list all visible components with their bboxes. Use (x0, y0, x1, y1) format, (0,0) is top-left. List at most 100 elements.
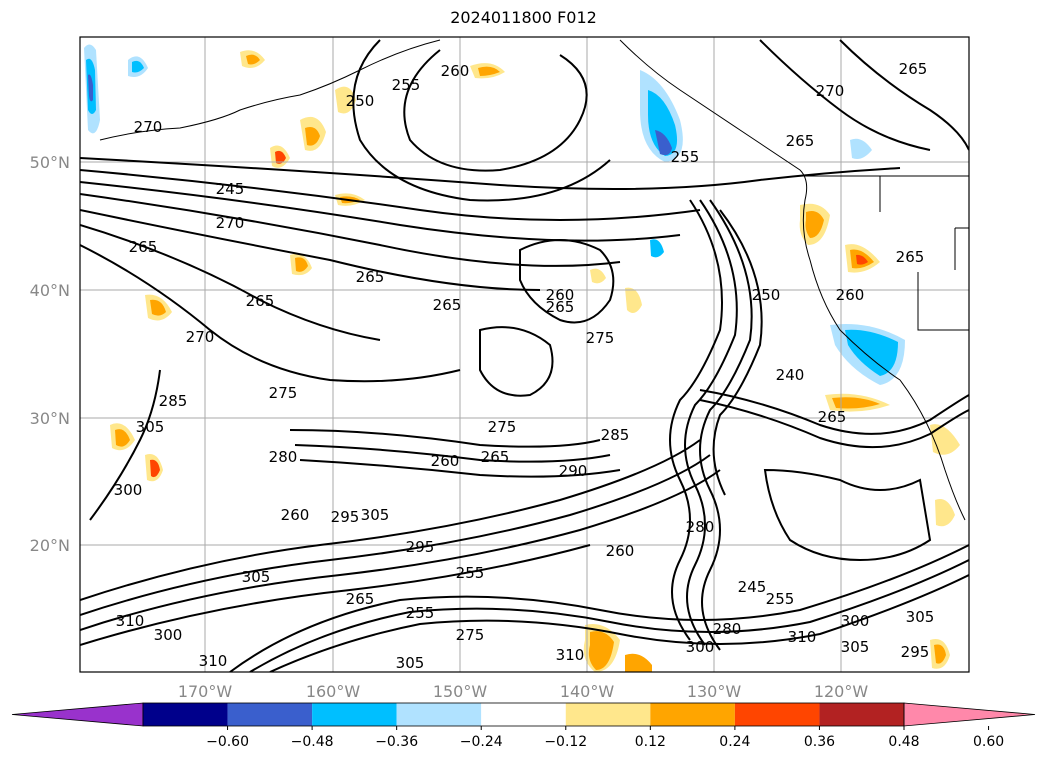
coastlines (99, 39, 969, 521)
colorbar-tick-label: −0.12 (544, 734, 587, 750)
latitude-labels: 50°N 40°N 30°N 20°N (30, 153, 70, 555)
colorbar-frame (142, 702, 905, 727)
contour-label: 250 (346, 92, 375, 110)
colorbar-segment (396, 703, 482, 726)
contour-label: 265 (433, 296, 462, 314)
contour-label: 265 (481, 448, 510, 466)
contour-label: 255 (406, 604, 435, 622)
colorbar-extend-high (903, 702, 1036, 727)
lat-label: 30°N (30, 409, 70, 428)
contour-label: 295 (406, 538, 435, 556)
contour-label: 260 (281, 506, 310, 524)
contour-label: 300 (686, 638, 715, 656)
contour-label: 295 (901, 643, 930, 661)
colorbar-tick-label: 0.12 (635, 734, 666, 750)
contour-label: 265 (786, 132, 815, 150)
contour-label: 250 (752, 286, 781, 304)
contour-label: 265 (356, 268, 385, 286)
colorbar-tick-label: 0.48 (888, 734, 919, 750)
contour-label: 245 (216, 180, 245, 198)
lat-label: 40°N (30, 281, 70, 300)
colorbar-segment (143, 703, 228, 726)
colorbar-segment (481, 703, 566, 726)
contour-label: 300 (114, 481, 143, 499)
contour-label: 305 (136, 418, 165, 436)
plot-frame (79, 36, 970, 673)
contour-label: 255 (392, 76, 421, 94)
contour-label: 270 (186, 328, 215, 346)
contour-label: 275 (456, 626, 485, 644)
contour-label: 300 (154, 626, 183, 644)
contour-label: 310 (199, 652, 228, 670)
contour-label: 255 (456, 564, 485, 582)
colorbar-segment (312, 703, 397, 726)
contour-label: 305 (396, 654, 425, 672)
contour-label: 305 (242, 568, 271, 586)
contour-label: 285 (601, 426, 630, 444)
contour-label: 255 (766, 590, 795, 608)
contour-label: 280 (686, 518, 715, 536)
colorbar-tick-label: −0.36 (375, 734, 418, 750)
colorbar-segment (734, 703, 820, 726)
contour-label: 275 (488, 418, 517, 436)
lon-label: 160°W (306, 682, 361, 701)
contour-lines (80, 39, 969, 672)
lon-label: 120°W (814, 682, 869, 701)
contour-label: 265 (896, 248, 925, 266)
contour-label: 310 (116, 612, 145, 630)
contour-label: 280 (269, 448, 298, 466)
longitude-labels: 170°W 160°W 150°W 140°W 130°W 120°W (178, 682, 869, 701)
contour-label: 260 (431, 452, 460, 470)
contour-label: 300 (841, 612, 870, 630)
contour-label: 270 (134, 118, 163, 136)
contour-label: 275 (269, 384, 298, 402)
contour-label: 310 (788, 628, 817, 646)
contour-label: 285 (159, 392, 188, 410)
lat-label: 50°N (30, 153, 70, 172)
colorbar-segment (227, 703, 313, 726)
map-title: 2024011800 F012 (450, 8, 597, 27)
contour-label: 255 (671, 148, 700, 166)
colorbar-tick-label: 0.36 (804, 734, 835, 750)
contour-label: 305 (906, 608, 935, 626)
lat-label: 20°N (30, 536, 70, 555)
contour-label: 270 (816, 82, 845, 100)
contour-label: 270 (216, 214, 245, 232)
contour-label: 265 (899, 60, 928, 78)
colorbar-extend-low (11, 702, 144, 727)
contour-label: 260 (836, 286, 865, 304)
contour-label: 245 (738, 578, 767, 596)
contour-label: 275 (586, 329, 615, 347)
contour-label: 265 (818, 408, 847, 426)
contour-label: 260 (441, 62, 470, 80)
lon-label: 140°W (560, 682, 615, 701)
colorbar-tick-label: −0.48 (291, 734, 334, 750)
contour-label: 265 (129, 238, 158, 256)
lon-label: 130°W (687, 682, 742, 701)
contour-label: 305 (361, 506, 390, 524)
lon-label: 150°W (433, 682, 488, 701)
plot-area (80, 37, 969, 672)
colorbar-segment (650, 703, 735, 726)
contour-label: 265 (246, 292, 275, 310)
contour-label: 305 (841, 638, 870, 656)
colorbar-tick-label: 0.24 (719, 734, 750, 750)
colorbar: −0.60 −0.48 −0.36 −0.24 −0.12 0.12 0.24 0.36 0.4… (11, 702, 1036, 750)
contour-label: 290 (559, 462, 588, 480)
contour-label: 265 (546, 298, 575, 316)
contour-label: 240 (776, 366, 805, 384)
colorbar-tick-label: −0.60 (206, 734, 249, 750)
colorbar-tick-label: 0.60 (973, 734, 1004, 750)
contour-label: 260 (606, 542, 635, 560)
colorbar-tick-label: −0.24 (460, 734, 503, 750)
lon-label: 170°W (178, 682, 233, 701)
colorbar-segment (565, 703, 651, 726)
contour-label: 265 (346, 590, 375, 608)
colorbar-segment (819, 703, 904, 726)
contour-label: 260 (546, 286, 575, 304)
contour-label: 310 (556, 646, 585, 664)
contour-label: 280 (713, 620, 742, 638)
contour-label: 295 (331, 508, 360, 526)
